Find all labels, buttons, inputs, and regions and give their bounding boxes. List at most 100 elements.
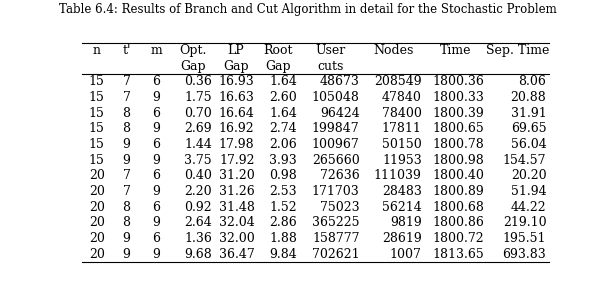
Text: 1800.65: 1800.65 [432, 122, 484, 135]
Text: 2.53: 2.53 [269, 185, 297, 198]
Text: 1800.68: 1800.68 [432, 201, 484, 214]
Text: 9: 9 [122, 248, 130, 261]
Text: 6: 6 [153, 232, 161, 245]
Text: 1.44: 1.44 [184, 138, 212, 151]
Text: 31.91: 31.91 [510, 107, 546, 120]
Text: 3.75: 3.75 [184, 154, 212, 167]
Text: 36.47: 36.47 [219, 248, 255, 261]
Text: 51.94: 51.94 [510, 185, 546, 198]
Text: 702621: 702621 [312, 248, 360, 261]
Text: m: m [151, 44, 162, 57]
Text: 78400: 78400 [382, 107, 422, 120]
Text: 9819: 9819 [390, 216, 422, 229]
Text: 9: 9 [122, 138, 130, 151]
Text: LP: LP [227, 44, 244, 57]
Text: 7: 7 [122, 91, 130, 104]
Text: 6: 6 [153, 201, 161, 214]
Text: 6: 6 [153, 138, 161, 151]
Text: 9: 9 [122, 232, 130, 245]
Text: Opt.: Opt. [179, 44, 207, 57]
Text: 72636: 72636 [320, 169, 360, 182]
Text: 3.93: 3.93 [269, 154, 297, 167]
Text: 1800.40: 1800.40 [432, 169, 484, 182]
Text: 1.64: 1.64 [269, 75, 297, 88]
Text: 20: 20 [89, 232, 105, 245]
Text: 20: 20 [89, 248, 105, 261]
Text: 1.52: 1.52 [269, 201, 297, 214]
Text: 50150: 50150 [382, 138, 422, 151]
Text: Nodes: Nodes [373, 44, 413, 57]
Text: 15: 15 [89, 91, 105, 104]
Text: 6: 6 [153, 169, 161, 182]
Text: n: n [93, 44, 101, 57]
Text: 1.88: 1.88 [269, 232, 297, 245]
Text: 8: 8 [122, 201, 130, 214]
Text: 9: 9 [153, 248, 161, 261]
Text: 158777: 158777 [312, 232, 360, 245]
Text: 31.20: 31.20 [219, 169, 255, 182]
Text: Gap: Gap [223, 59, 248, 72]
Text: 111039: 111039 [374, 169, 422, 182]
Text: 1800.86: 1800.86 [432, 216, 484, 229]
Text: 0.98: 0.98 [269, 169, 297, 182]
Text: 9.84: 9.84 [269, 248, 297, 261]
Text: 31.26: 31.26 [219, 185, 255, 198]
Text: 219.10: 219.10 [502, 216, 546, 229]
Text: 56.04: 56.04 [510, 138, 546, 151]
Text: 16.92: 16.92 [219, 122, 255, 135]
Text: 20.20: 20.20 [510, 169, 546, 182]
Text: 16.63: 16.63 [219, 91, 255, 104]
Text: 31.48: 31.48 [219, 201, 255, 214]
Text: 44.22: 44.22 [510, 201, 546, 214]
Text: 20.88: 20.88 [510, 91, 546, 104]
Text: 2.06: 2.06 [269, 138, 297, 151]
Text: 8: 8 [122, 107, 130, 120]
Text: 32.04: 32.04 [219, 216, 255, 229]
Text: 28483: 28483 [382, 185, 422, 198]
Text: 171703: 171703 [312, 185, 360, 198]
Text: 8: 8 [122, 216, 130, 229]
Text: 75023: 75023 [320, 201, 360, 214]
Text: cuts: cuts [317, 59, 344, 72]
Text: 1800.89: 1800.89 [432, 185, 484, 198]
Text: 1800.36: 1800.36 [432, 75, 484, 88]
Text: 0.36: 0.36 [184, 75, 212, 88]
Text: Sep. Time: Sep. Time [486, 44, 549, 57]
Text: 1.64: 1.64 [269, 107, 297, 120]
Text: 1.36: 1.36 [184, 232, 212, 245]
Text: 20: 20 [89, 201, 105, 214]
Text: 154.57: 154.57 [503, 154, 546, 167]
Text: 16.93: 16.93 [219, 75, 255, 88]
Text: 47840: 47840 [382, 91, 422, 104]
Text: 2.20: 2.20 [184, 185, 212, 198]
Text: 265660: 265660 [312, 154, 360, 167]
Text: t': t' [122, 44, 131, 57]
Text: 365225: 365225 [312, 216, 360, 229]
Text: 1813.65: 1813.65 [432, 248, 484, 261]
Text: 100967: 100967 [312, 138, 360, 151]
Text: 7: 7 [122, 169, 130, 182]
Text: 15: 15 [89, 75, 105, 88]
Text: Time: Time [440, 44, 471, 57]
Text: 6: 6 [153, 75, 161, 88]
Text: 20: 20 [89, 185, 105, 198]
Text: 69.65: 69.65 [510, 122, 546, 135]
Text: 9: 9 [122, 154, 130, 167]
Text: 28619: 28619 [382, 232, 422, 245]
Text: 20: 20 [89, 216, 105, 229]
Text: 0.92: 0.92 [184, 201, 212, 214]
Text: 8.06: 8.06 [518, 75, 546, 88]
Text: 0.40: 0.40 [184, 169, 212, 182]
Text: 6: 6 [153, 107, 161, 120]
Text: 8: 8 [122, 122, 130, 135]
Text: Root: Root [264, 44, 293, 57]
Text: 199847: 199847 [312, 122, 360, 135]
Text: 7: 7 [122, 185, 130, 198]
Text: Gap: Gap [266, 59, 291, 72]
Text: 1007: 1007 [390, 248, 422, 261]
Text: 11953: 11953 [382, 154, 422, 167]
Text: 9: 9 [153, 91, 161, 104]
Text: 17.92: 17.92 [219, 154, 255, 167]
Text: 32.00: 32.00 [219, 232, 255, 245]
Text: 9.68: 9.68 [184, 248, 212, 261]
